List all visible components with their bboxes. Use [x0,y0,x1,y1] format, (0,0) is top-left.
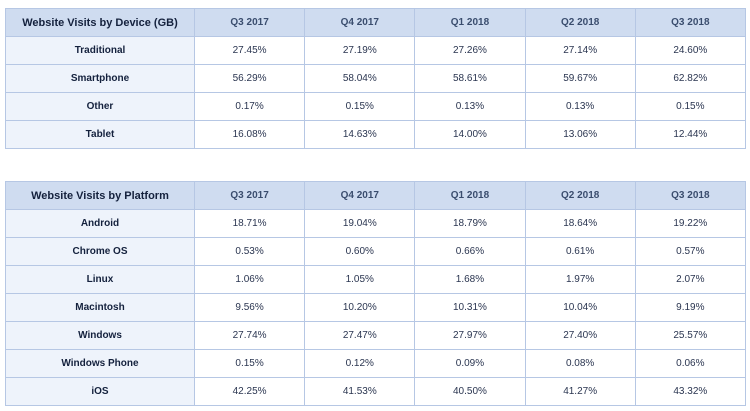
table-cell: 27.47% [304,321,416,350]
table-cell: 62.82% [634,64,746,93]
table-cell: 0.15% [304,92,416,121]
column-header: Q3 2018 [634,8,746,37]
column-header: Q2 2018 [524,8,636,37]
table-cell: 27.26% [414,36,526,65]
row-label: Smartphone [5,64,195,93]
table-cell: 1.68% [414,265,526,294]
device-visits-table: Website Visits by Device (GB) Q3 2017 Q4 2… [5,8,746,149]
column-header: Q1 2018 [414,181,526,210]
table-cell: 2.07% [634,265,746,294]
table-cell: 56.29% [193,64,306,93]
table-header-row: Website Visits by Platform Q3 2017 Q4 2017… [5,181,746,210]
table-cell: 10.20% [304,293,416,322]
table-cell: 24.60% [634,36,746,65]
table-cell: 41.53% [304,377,416,406]
table-cell: 27.74% [193,321,306,350]
table-cell: 9.19% [634,293,746,322]
column-header: Q4 2017 [304,181,416,210]
table-cell: 1.05% [304,265,416,294]
table-cell: 12.44% [634,120,746,149]
table-cell: 40.50% [414,377,526,406]
table-row: Other 0.17% 0.15% 0.13% 0.13% 0.15% [5,92,746,121]
table-cell: 0.06% [634,349,746,378]
table-cell: 16.08% [193,120,306,149]
table-cell: 0.53% [193,237,306,266]
table-cell: 0.60% [304,237,416,266]
table-cell: 9.56% [193,293,306,322]
table-cell: 0.13% [414,92,526,121]
row-label: Tablet [5,120,195,149]
table-cell: 0.57% [634,237,746,266]
table-row: Android 18.71% 19.04% 18.79% 18.64% 19.22% [5,209,746,238]
table-cell: 19.22% [634,209,746,238]
table-row: Tablet 16.08% 14.63% 14.00% 13.06% 12.44% [5,120,746,149]
table-cell: 18.64% [524,209,636,238]
table-cell: 19.04% [304,209,416,238]
column-header: Q3 2017 [193,181,306,210]
table-row: Chrome OS 0.53% 0.60% 0.66% 0.61% 0.57% [5,237,746,266]
table-cell: 25.57% [634,321,746,350]
table-cell: 58.61% [414,64,526,93]
table-cell: 0.08% [524,349,636,378]
table-row: Traditional 27.45% 27.19% 27.26% 27.14% 24.60… [5,36,746,65]
table-cell: 58.04% [304,64,416,93]
table-cell: 0.13% [524,92,636,121]
table-cell: 18.71% [193,209,306,238]
table-cell: 27.19% [304,36,416,65]
table-cell: 27.97% [414,321,526,350]
table-row: Macintosh 9.56% 10.20% 10.31% 10.04% 9.19% [5,293,746,322]
row-label: Windows Phone [5,349,195,378]
table-cell: 0.66% [414,237,526,266]
table-title: Website Visits by Platform [5,181,195,210]
column-header: Q2 2018 [524,181,636,210]
table-header-row: Website Visits by Device (GB) Q3 2017 Q4 2… [5,8,746,37]
row-label: Android [5,209,195,238]
row-label: Linux [5,265,195,294]
table-cell: 41.27% [524,377,636,406]
table-cell: 1.97% [524,265,636,294]
table-cell: 0.61% [524,237,636,266]
row-label: Windows [5,321,195,350]
row-label: Traditional [5,36,195,65]
table-cell: 18.79% [414,209,526,238]
row-label: Chrome OS [5,237,195,266]
table-cell: 1.06% [193,265,306,294]
column-header: Q4 2017 [304,8,416,37]
platform-visits-table: Website Visits by Platform Q3 2017 Q4 2017… [5,181,746,406]
table-cell: 27.14% [524,36,636,65]
table-cell: 14.00% [414,120,526,149]
table-cell: 0.17% [193,92,306,121]
table-cell: 27.40% [524,321,636,350]
table-cell: 13.06% [524,120,636,149]
table-cell: 59.67% [524,64,636,93]
row-label: iOS [5,377,195,406]
table-row: Smartphone 56.29% 58.04% 58.61% 59.67% 62.82% [5,64,746,93]
row-label: Macintosh [5,293,195,322]
table-cell: 0.12% [304,349,416,378]
table-cell: 43.32% [634,377,746,406]
table-cell: 27.45% [193,36,306,65]
column-header: Q3 2018 [634,181,746,210]
table-row: Linux 1.06% 1.05% 1.68% 1.97% 2.07% [5,265,746,294]
column-header: Q3 2017 [193,8,306,37]
table-cell: 0.09% [414,349,526,378]
table-row: iOS 42.25% 41.53% 40.50% 41.27% 43.32% [5,377,746,406]
table-cell: 42.25% [193,377,306,406]
table-row: Windows Phone 0.15% 0.12% 0.09% 0.08% 0.06% [5,349,746,378]
table-row: Windows 27.74% 27.47% 27.97% 27.40% 25.57% [5,321,746,350]
table-cell: 10.31% [414,293,526,322]
column-header: Q1 2018 [414,8,526,37]
row-label: Other [5,92,195,121]
table-cell: 14.63% [304,120,416,149]
table-cell: 10.04% [524,293,636,322]
table-cell: 0.15% [634,92,746,121]
table-title: Website Visits by Device (GB) [5,8,195,37]
table-cell: 0.15% [193,349,306,378]
